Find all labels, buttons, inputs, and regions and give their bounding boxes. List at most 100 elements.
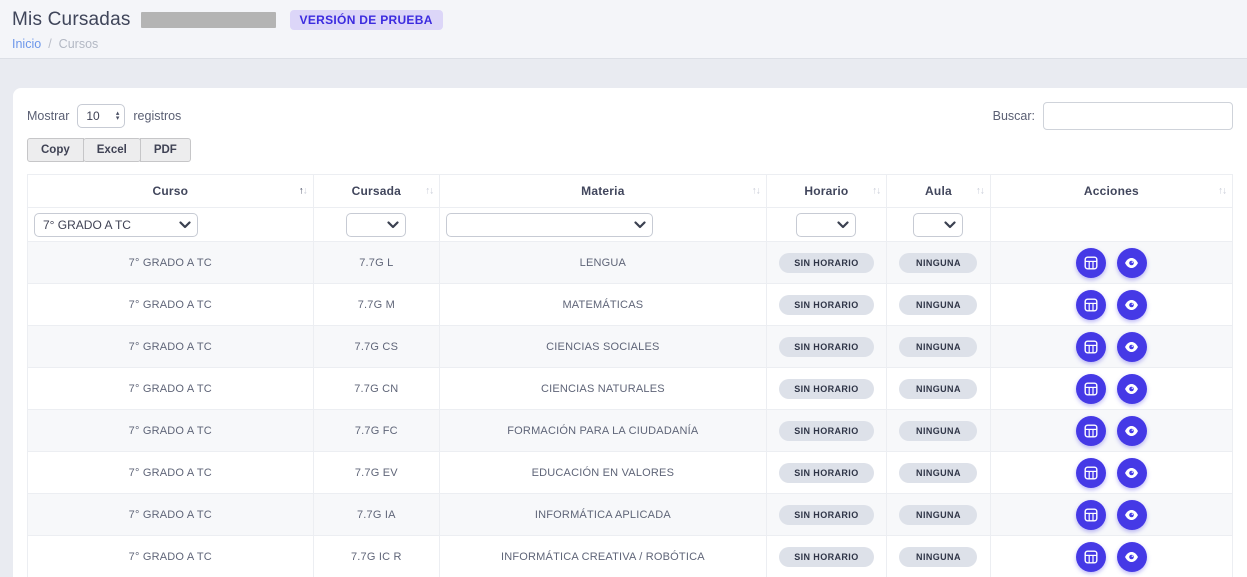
table-row: 7° GRADO A TC 7.7G IA INFORMÁTICA APLICA… bbox=[27, 493, 1234, 536]
cursada-cell: 7.7G IA bbox=[312, 493, 441, 536]
aula-cell: NINGUNA bbox=[886, 409, 991, 452]
materia-cell: CIENCIAS SOCIALES bbox=[439, 325, 767, 368]
acciones-cell bbox=[989, 409, 1234, 452]
horario-badge: SIN HORARIO bbox=[779, 420, 874, 441]
sort-asc-icon: ↑ bbox=[298, 185, 304, 197]
horario-cell: SIN HORARIO bbox=[765, 241, 888, 284]
view-button[interactable] bbox=[1116, 373, 1147, 404]
table-row: 7° GRADO A TC 7.7G FC FORMACIÓN PARA LA … bbox=[27, 409, 1234, 452]
materia-filter-select[interactable] bbox=[446, 212, 654, 237]
redacted-school-name bbox=[140, 12, 276, 28]
acciones-cell bbox=[989, 241, 1234, 284]
materia-cell: INFORMÁTICA APLICADA bbox=[439, 493, 767, 536]
view-button[interactable] bbox=[1116, 247, 1147, 278]
cursada-cell: 7.7G M bbox=[312, 283, 441, 326]
sort-icons: ↑↓ bbox=[298, 185, 308, 197]
aula-cell: NINGUNA bbox=[886, 451, 991, 494]
cursada-cell: 7.7G IC R bbox=[312, 535, 441, 577]
show-label: Mostrar bbox=[27, 109, 70, 123]
schedule-button[interactable] bbox=[1076, 541, 1107, 572]
schedule-button[interactable] bbox=[1076, 457, 1107, 488]
aula-badge: NINGUNA bbox=[899, 462, 978, 483]
search-label: Buscar: bbox=[992, 109, 1035, 123]
column-header-materia[interactable]: Materia ↑↓ bbox=[439, 174, 767, 208]
schedule-button[interactable] bbox=[1076, 415, 1107, 446]
curso-cell: 7° GRADO A TC bbox=[27, 493, 314, 536]
materia-cell: CIENCIAS NATURALES bbox=[439, 367, 767, 410]
eye-icon bbox=[1125, 509, 1139, 520]
sort-desc-icon: ↓ bbox=[979, 185, 985, 197]
aula-badge: NINGUNA bbox=[899, 420, 978, 441]
curso-cell: 7° GRADO A TC bbox=[27, 451, 314, 494]
horario-cell: SIN HORARIO bbox=[765, 493, 888, 536]
aula-badge: NINGUNA bbox=[899, 378, 978, 399]
table-row: 7° GRADO A TC 7.7G CN CIENCIAS NATURALES… bbox=[27, 367, 1234, 410]
view-button[interactable] bbox=[1116, 415, 1147, 446]
horario-cell: SIN HORARIO bbox=[765, 535, 888, 577]
aula-badge: NINGUNA bbox=[899, 504, 978, 525]
column-header-cursada[interactable]: Cursada ↑↓ bbox=[312, 174, 441, 208]
horario-cell: SIN HORARIO bbox=[765, 283, 888, 326]
sort-asc-icon: ↑ bbox=[751, 185, 757, 197]
schedule-grid-icon bbox=[1084, 382, 1098, 396]
pdf-button[interactable]: PDF bbox=[139, 138, 191, 162]
curso-cell: 7° GRADO A TC bbox=[27, 241, 314, 284]
curso-cell: 7° GRADO A TC bbox=[27, 325, 314, 368]
horario-badge: SIN HORARIO bbox=[779, 546, 874, 567]
horario-cell: SIN HORARIO bbox=[765, 409, 888, 452]
breadcrumb-home-link[interactable]: Inicio bbox=[12, 37, 42, 51]
sort-desc-icon: ↓ bbox=[302, 185, 308, 197]
column-header-curso[interactable]: Curso ↑↓ bbox=[27, 174, 314, 208]
acciones-cell bbox=[989, 493, 1234, 536]
schedule-button[interactable] bbox=[1076, 289, 1107, 320]
cursada-cell: 7.7G CS bbox=[312, 325, 441, 368]
table-body: 7° GRADO A TC 7.7G L LENGUA SIN HORARIO … bbox=[27, 241, 1234, 577]
copy-button[interactable]: Copy bbox=[27, 138, 84, 162]
view-button[interactable] bbox=[1116, 541, 1147, 572]
schedule-button[interactable] bbox=[1076, 247, 1107, 278]
eye-icon bbox=[1125, 467, 1139, 478]
page-length-select[interactable]: 10 bbox=[77, 104, 126, 128]
sort-desc-icon: ↓ bbox=[429, 185, 434, 197]
search-input[interactable] bbox=[1043, 102, 1233, 130]
courses-table-wrap: Curso ↑↓ Cursada ↑↓ Materia ↑↓ Horario bbox=[27, 174, 1234, 577]
breadcrumb: Inicio / Cursos bbox=[12, 37, 1235, 51]
cursada-cell: 7.7G L bbox=[312, 241, 441, 284]
column-header-aula[interactable]: Aula ↑↓ bbox=[886, 174, 991, 208]
eye-icon bbox=[1125, 425, 1139, 436]
schedule-button[interactable] bbox=[1076, 373, 1107, 404]
view-button[interactable] bbox=[1116, 331, 1147, 362]
horario-filter-select[interactable] bbox=[796, 212, 857, 237]
aula-cell: NINGUNA bbox=[886, 493, 991, 536]
aula-badge: NINGUNA bbox=[899, 546, 978, 567]
cursada-filter-select[interactable] bbox=[346, 212, 407, 237]
view-button[interactable] bbox=[1116, 499, 1147, 530]
schedule-grid-icon bbox=[1084, 256, 1098, 270]
sort-icons: ↑↓ bbox=[1218, 186, 1227, 197]
aula-filter-select[interactable] bbox=[913, 212, 964, 237]
eye-icon bbox=[1125, 341, 1139, 352]
aula-cell: NINGUNA bbox=[886, 283, 991, 326]
column-header-acciones[interactable]: Acciones ↑↓ bbox=[989, 174, 1234, 208]
column-header-horario[interactable]: Horario ↑↓ bbox=[765, 174, 888, 208]
view-button[interactable] bbox=[1116, 457, 1147, 488]
schedule-button[interactable] bbox=[1076, 331, 1107, 362]
aula-cell: NINGUNA bbox=[886, 325, 991, 368]
cursada-cell: 7.7G EV bbox=[312, 451, 441, 494]
content-card: Mostrar 10 ▴ ▾ registros Buscar: Copy Exc bbox=[13, 88, 1247, 577]
schedule-grid-icon bbox=[1084, 340, 1098, 354]
excel-button[interactable]: Excel bbox=[82, 138, 141, 162]
curso-filter-select[interactable]: 7° GRADO A TC bbox=[34, 212, 198, 237]
sort-icons: ↑↓ bbox=[425, 185, 434, 197]
search-control: Buscar: bbox=[993, 102, 1233, 130]
aula-cell: NINGUNA bbox=[886, 367, 991, 410]
view-button[interactable] bbox=[1116, 289, 1147, 320]
sort-icons: ↑↓ bbox=[976, 185, 985, 197]
acciones-cell bbox=[989, 325, 1234, 368]
materia-cell: FORMACIÓN PARA LA CIUDADANÍA bbox=[439, 409, 767, 452]
materia-cell: MATEMÁTICAS bbox=[439, 283, 767, 326]
schedule-button[interactable] bbox=[1076, 499, 1107, 530]
schedule-grid-icon bbox=[1084, 424, 1098, 438]
sort-icons: ↑↓ bbox=[751, 185, 761, 197]
